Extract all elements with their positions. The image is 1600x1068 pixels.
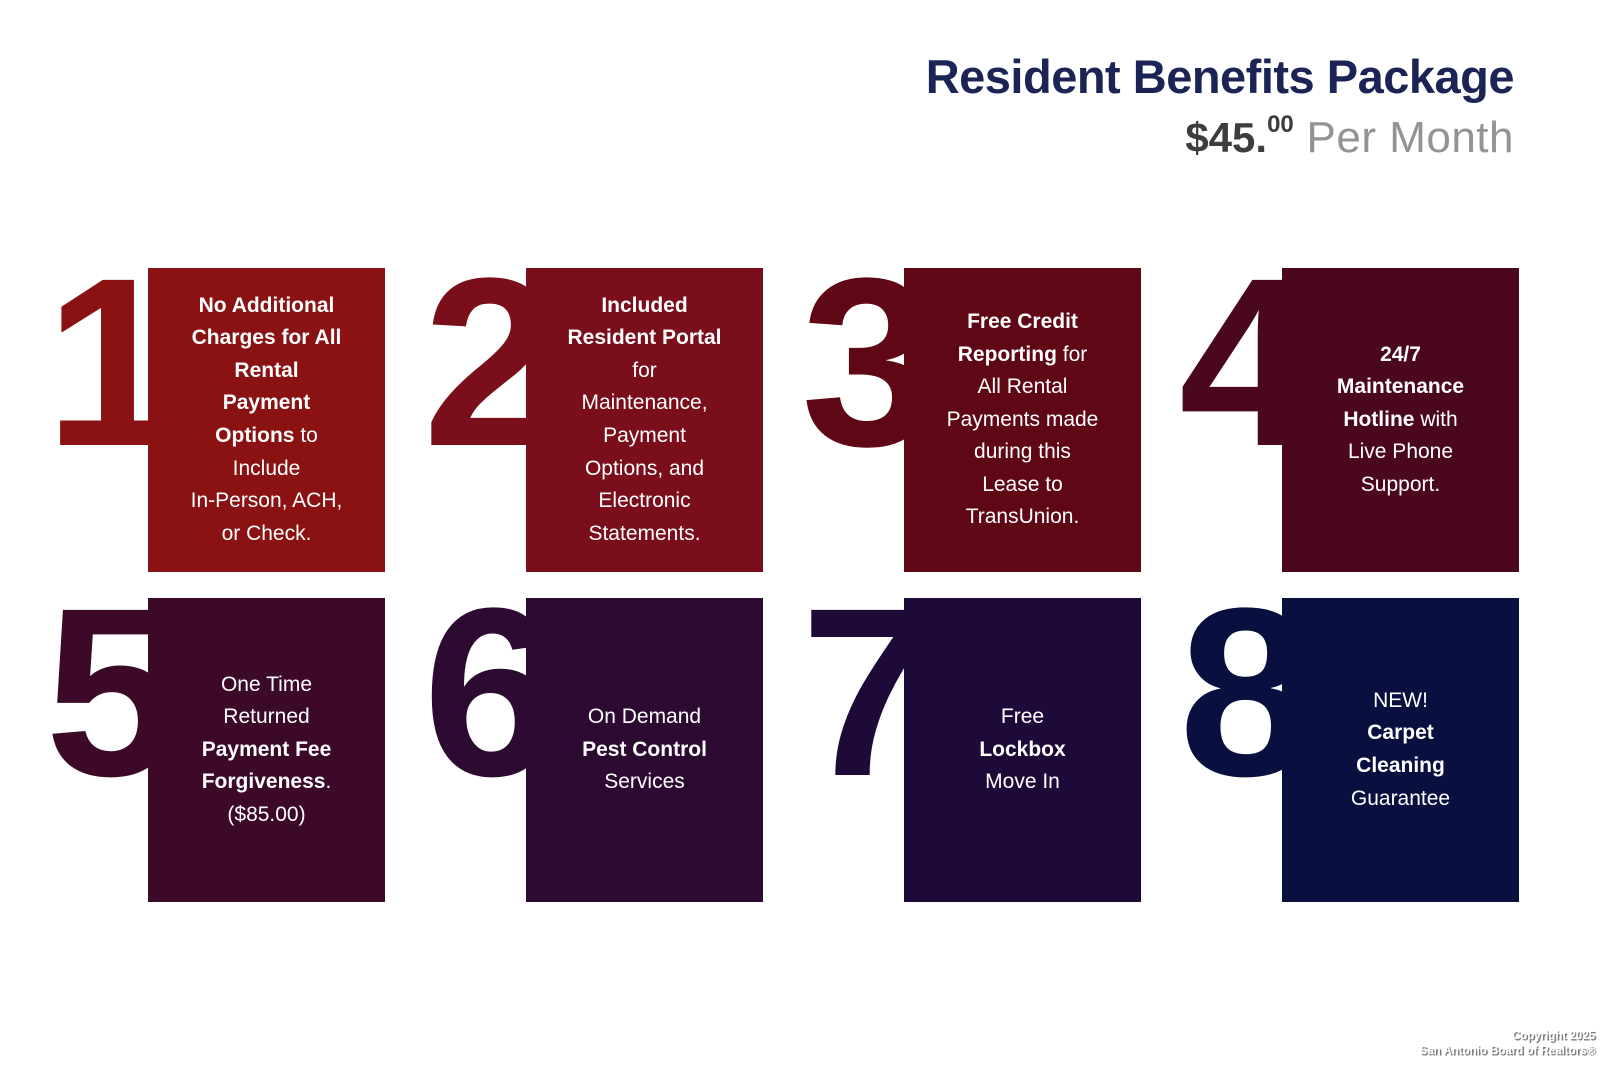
benefit-text: Guarantee xyxy=(1350,786,1451,810)
benefit-text-bold: Free Credit Reporting xyxy=(957,310,1078,366)
benefits-grid: 1 No Additional Charges for All Rental P… xyxy=(45,242,1519,902)
benefit-card: 6 On Demand Pest Control Services xyxy=(423,572,763,902)
benefit-text-bold: Lockbox xyxy=(979,737,1066,761)
benefit-card: 1 No Additional Charges for All Rental P… xyxy=(45,242,385,572)
benefit-text-bold: Payment Fee Forgiveness xyxy=(201,737,332,794)
card-box: Free Credit Reporting for All Rental Pay… xyxy=(904,268,1141,572)
benefit-text: with Live Phone Support. xyxy=(1347,407,1458,496)
benefit-card: 7 Free Lockbox Move In xyxy=(801,572,1141,902)
benefit-text: for All Rental Payments made during this… xyxy=(946,342,1099,529)
card-text: One Time Returned Payment Fee Forgivenes… xyxy=(154,669,379,832)
benefit-card: 5 One Time Returned Payment Fee Forgiven… xyxy=(45,572,385,902)
benefit-text: Free xyxy=(1000,705,1045,729)
card-text: Free Credit Reporting for All Rental Pay… xyxy=(910,306,1135,534)
card-text: Free Lockbox Move In xyxy=(910,701,1135,799)
benefit-text: to Include In-Person, ACH, or Check. xyxy=(190,424,343,545)
card-box: 24/7 Maintenance Hotline with Live Phone… xyxy=(1282,268,1519,572)
copyright-line2: San Antonio Board of Realtors® xyxy=(1419,1045,1595,1058)
card-box: One Time Returned Payment Fee Forgivenes… xyxy=(148,598,385,902)
page-title: Resident Benefits Package xyxy=(925,50,1515,103)
benefit-card: 3 Free Credit Reporting for All Rental P… xyxy=(801,242,1141,572)
price-dollars: $45. xyxy=(1185,114,1268,162)
price-line: $45.00 Per Month xyxy=(926,111,1514,163)
card-box: Free Lockbox Move In xyxy=(904,598,1141,902)
card-text: Included Resident Portal for Maintenance… xyxy=(532,290,757,550)
copyright: Copyright 2025 San Antonio Board of Real… xyxy=(1420,1029,1595,1060)
benefit-text-bold: 24/7 Maintenance Hotline xyxy=(1336,342,1465,431)
card-box: Included Resident Portal for Maintenance… xyxy=(526,268,763,572)
benefit-text: Move In xyxy=(985,770,1060,794)
benefit-card: 4 24/7 Maintenance Hotline with Live Pho… xyxy=(1179,242,1519,572)
benefit-text: Services xyxy=(604,770,685,794)
benefit-text: On Demand xyxy=(587,705,702,729)
card-text: 24/7 Maintenance Hotline with Live Phone… xyxy=(1288,339,1513,502)
benefit-text: One Time Returned xyxy=(220,672,313,729)
benefit-card: 2 Included Resident Portal for Maintenan… xyxy=(423,242,763,572)
copyright-line1: Copyright 2025 xyxy=(1511,1029,1595,1042)
benefit-card: 8 NEW! Carpet Cleaning Guarantee xyxy=(1179,572,1519,902)
benefit-text: for Maintenance, Payment Options, and El… xyxy=(581,358,708,545)
card-box: On Demand Pest Control Services xyxy=(526,598,763,902)
benefit-text-bold: Carpet Cleaning xyxy=(1356,721,1445,777)
card-text: On Demand Pest Control Services xyxy=(532,701,757,799)
card-text: NEW! Carpet Cleaning Guarantee xyxy=(1288,685,1513,815)
header: Resident Benefits Package $45.00 Per Mon… xyxy=(925,50,1515,163)
card-box: NEW! Carpet Cleaning Guarantee xyxy=(1282,598,1519,902)
card-text: No Additional Charges for All Rental Pay… xyxy=(154,290,379,550)
benefit-text: . ($85.00) xyxy=(227,770,332,826)
benefit-text-bold: No Additional Charges for All Rental Pay… xyxy=(191,293,342,447)
price-cents: 00 xyxy=(1267,111,1294,139)
card-box: No Additional Charges for All Rental Pay… xyxy=(148,268,385,572)
benefit-text-bold: Pest Control xyxy=(582,737,707,761)
benefit-text: NEW! xyxy=(1373,688,1428,712)
price-suffix: Per Month xyxy=(1293,113,1514,163)
benefit-text-bold: Included Resident Portal xyxy=(567,293,722,350)
